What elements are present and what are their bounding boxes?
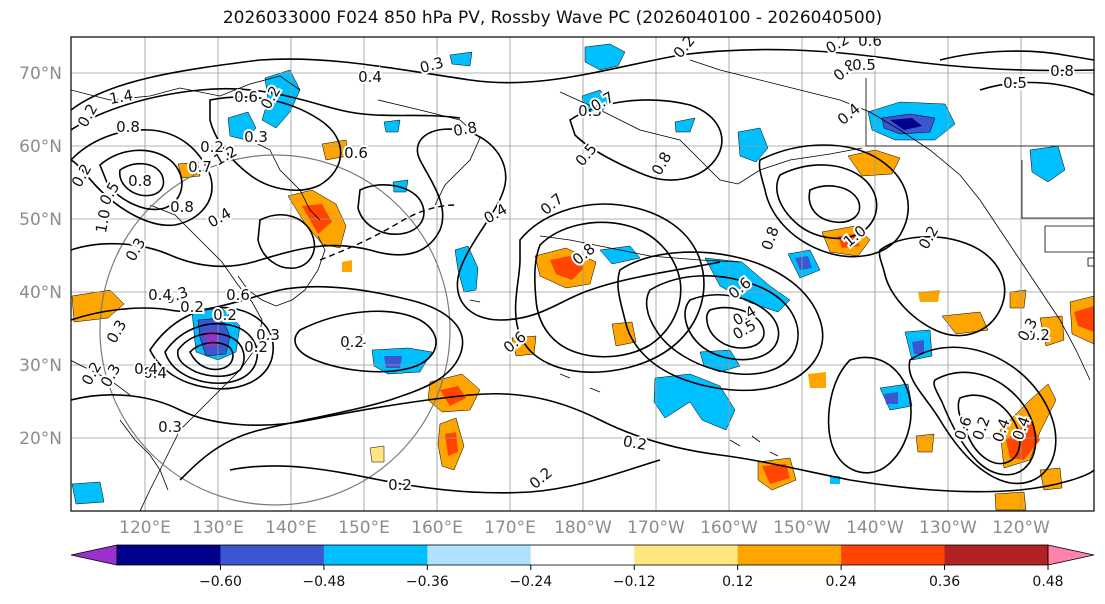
contour-label: 1.0 — [92, 208, 114, 235]
colorbar-segment — [841, 545, 946, 565]
map-border — [70, 36, 1095, 512]
lon-label: 140°W — [846, 518, 904, 538]
lon-label: 170°W — [627, 518, 685, 538]
colorbar-segment — [117, 545, 221, 565]
graticule — [71, 37, 1094, 511]
colorbar-segment — [634, 545, 739, 565]
contour-label: 0.5 — [1003, 74, 1027, 92]
contour-label: 0.7 — [188, 158, 212, 176]
contour-label: 0.4 — [358, 68, 382, 86]
colorbar-tick-label: 0.48 — [1032, 574, 1063, 590]
lon-label: 120°E — [119, 518, 171, 538]
contour-label: 0.2 — [340, 333, 364, 351]
latitude-labels: 70°N 60°N 50°N 40°N 30°N 20°N — [19, 64, 62, 449]
colorbar-segment — [530, 545, 635, 565]
longitude-labels: 120°E 130°E 140°E 150°E 160°E 170°E 180°W 170°W… — [119, 518, 1050, 538]
colorbar-segment — [220, 545, 325, 565]
contour-label: 0.6 — [344, 144, 368, 162]
colorbar-segment — [323, 545, 428, 565]
lon-label: 120°W — [992, 518, 1050, 538]
lon-label: 150°E — [338, 518, 390, 538]
map-title: 2026033000 F024 850 hPa PV, Rossby Wave … — [222, 8, 883, 28]
lat-label: 30°N — [19, 356, 62, 376]
colorbar-tick-label: 0.36 — [929, 574, 960, 590]
contour-label: 0.3 — [256, 326, 280, 344]
contour-label: 0.3 — [578, 102, 602, 120]
contour-label: 0.2 — [180, 298, 204, 316]
colorbar-segment — [944, 545, 1049, 565]
lat-label: 50°N — [19, 210, 62, 230]
contour-label: 0.8 — [116, 118, 140, 136]
contour-label: 0.8 — [170, 198, 194, 216]
lon-label: 130°W — [919, 518, 977, 538]
contour-label: 0.4 — [134, 360, 158, 378]
colorbar-tick-label: 0.24 — [826, 574, 857, 590]
colorbar-tick-label: −0.12 — [613, 574, 656, 590]
contour-label: 0.2 — [244, 338, 268, 356]
contour-label: 0.2 — [1026, 326, 1050, 344]
colorbar-border — [116, 544, 1049, 566]
contour-label: 0.5 — [852, 56, 876, 74]
colorbar-extend-max — [1047, 544, 1095, 566]
contour-label: 0.3 — [158, 418, 182, 436]
colorbar — [70, 544, 1095, 566]
lat-label: 60°N — [19, 137, 62, 157]
colorbar-tick-label: 0.12 — [722, 574, 753, 590]
lon-label: 170°E — [484, 518, 536, 538]
contour-label: 0.4 — [143, 364, 167, 382]
lon-label: 130°E — [192, 518, 244, 538]
colorbar-tick-labels: −0.60 −0.48 −0.36 −0.24 −0.12 0.12 0.24 0.36 0.4… — [199, 565, 1064, 590]
contour-label: 0.2 — [200, 138, 224, 156]
lon-label: 160°W — [700, 518, 758, 538]
dashed-contour — [319, 204, 456, 261]
colorbar-extend-min — [70, 544, 118, 566]
contour-label: 0.3 — [244, 128, 268, 146]
colorbar-segment — [737, 545, 842, 565]
lon-label: 140°E — [265, 518, 317, 538]
colorbar-segment — [427, 545, 532, 565]
lon-label: 180°W — [554, 518, 612, 538]
contour-label: 0.6 — [226, 286, 250, 304]
reference-circle — [99, 154, 451, 506]
lon-label: 160°E — [411, 518, 463, 538]
contour-label: 0.2 — [213, 306, 237, 324]
pv-contours — [71, 48, 1094, 494]
lat-label: 20°N — [19, 429, 62, 449]
contour-label: 0.8 — [1050, 62, 1074, 80]
coastlines — [71, 59, 1094, 511]
colorbar-tick-label: −0.60 — [199, 574, 242, 590]
negative-anomaly-shading — [71, 43, 1066, 505]
lon-label: 150°W — [773, 518, 831, 538]
contour-label: 0.4 — [148, 286, 172, 304]
contour-label: 0.6 — [858, 32, 882, 50]
lat-label: 70°N — [19, 64, 62, 84]
colorbar-tick-label: −0.24 — [509, 574, 552, 590]
contour-label: 0.2 — [388, 476, 412, 494]
contour-label: 0.8 — [128, 172, 152, 190]
colorbar-tick-label: −0.36 — [406, 574, 449, 590]
colorbar-tick-label: −0.48 — [302, 574, 345, 590]
lat-label: 40°N — [19, 283, 62, 303]
contour-label: 0.6 — [234, 88, 258, 106]
